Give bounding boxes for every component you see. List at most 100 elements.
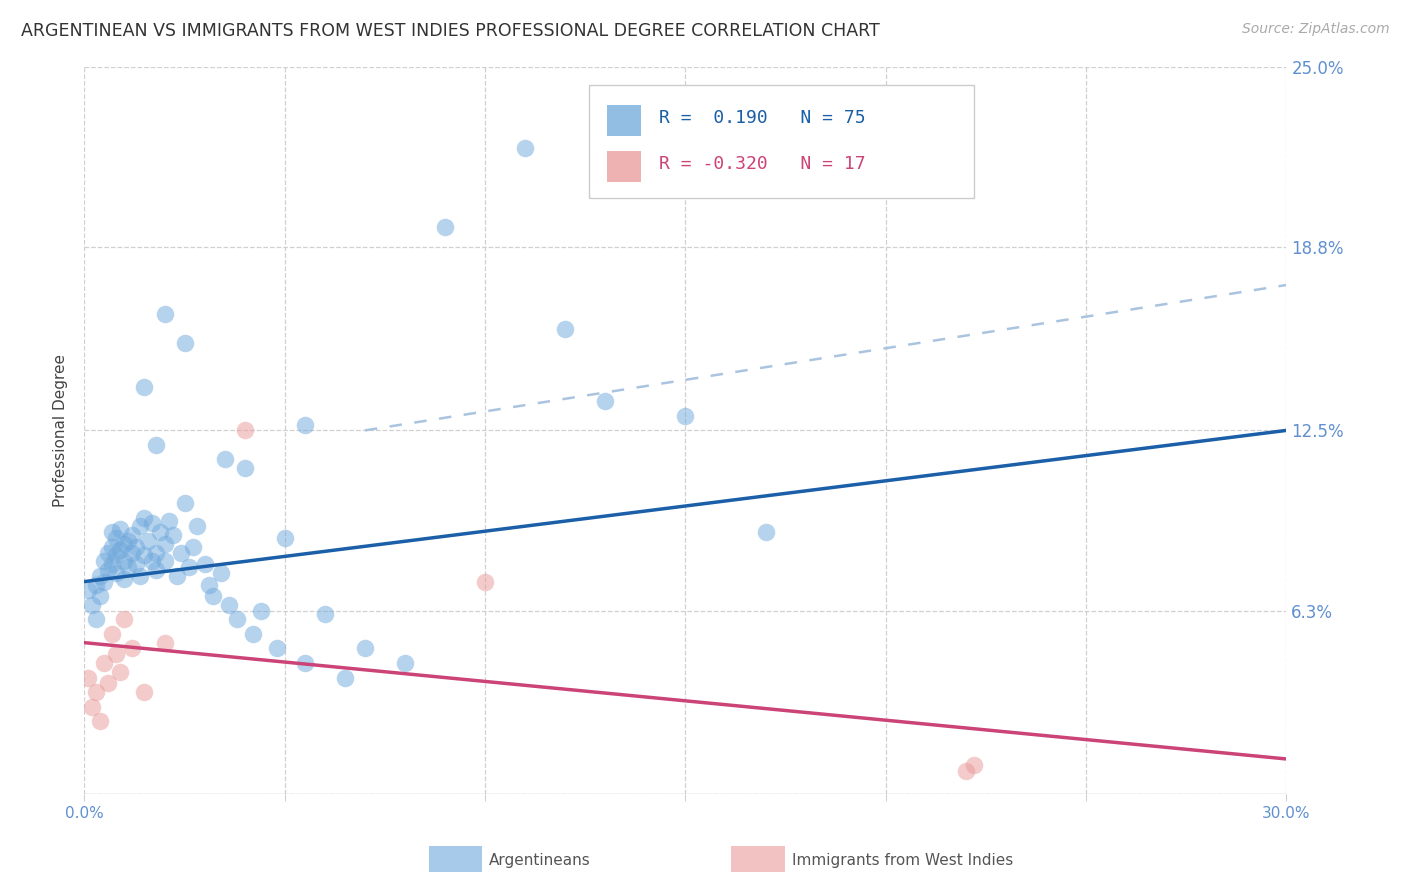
- Point: [294, 417, 316, 432]
- Point: [201, 589, 224, 603]
- Point: [169, 545, 191, 559]
- Point: [101, 557, 124, 571]
- Text: Immigrants from West Indies: Immigrants from West Indies: [792, 854, 1012, 868]
- Point: [129, 519, 152, 533]
- Point: [173, 336, 195, 351]
- Point: [86, 685, 108, 699]
- Point: [82, 598, 104, 612]
- Point: [162, 528, 184, 542]
- Point: [955, 764, 977, 778]
- Point: [121, 528, 143, 542]
- Point: [153, 307, 176, 321]
- Point: [110, 665, 132, 679]
- Text: Argentineans: Argentineans: [489, 854, 591, 868]
- Point: [434, 219, 457, 234]
- Point: [138, 533, 160, 548]
- Point: [153, 635, 176, 649]
- Point: [117, 533, 139, 548]
- Point: [105, 648, 128, 662]
- Point: [117, 560, 139, 574]
- Point: [125, 557, 148, 571]
- Point: [77, 671, 100, 685]
- Point: [134, 380, 156, 394]
- Point: [134, 685, 156, 699]
- Point: [82, 699, 104, 714]
- Point: [110, 542, 132, 557]
- Text: R =  0.190   N = 75: R = 0.190 N = 75: [659, 109, 866, 127]
- Text: ARGENTINEAN VS IMMIGRANTS FROM WEST INDIES PROFESSIONAL DEGREE CORRELATION CHART: ARGENTINEAN VS IMMIGRANTS FROM WEST INDI…: [21, 22, 880, 40]
- Point: [114, 537, 135, 551]
- Point: [197, 577, 219, 591]
- Point: [173, 496, 195, 510]
- Point: [595, 394, 617, 409]
- Point: [121, 641, 143, 656]
- Point: [675, 409, 697, 423]
- Point: [515, 141, 537, 155]
- Point: [149, 525, 172, 540]
- Point: [214, 452, 236, 467]
- Y-axis label: Professional Degree: Professional Degree: [53, 354, 69, 507]
- Point: [145, 563, 167, 577]
- Point: [186, 519, 208, 533]
- Point: [97, 676, 120, 690]
- Point: [394, 656, 416, 670]
- Point: [97, 563, 120, 577]
- Point: [194, 557, 217, 571]
- Point: [105, 531, 128, 545]
- Point: [157, 514, 180, 528]
- Point: [166, 569, 188, 583]
- Point: [314, 607, 336, 621]
- Point: [125, 540, 148, 554]
- Point: [114, 554, 135, 568]
- Point: [134, 510, 156, 524]
- Point: [129, 569, 152, 583]
- Point: [274, 531, 297, 545]
- Point: [93, 554, 115, 568]
- Point: [145, 438, 167, 452]
- Point: [105, 566, 128, 580]
- Point: [153, 554, 176, 568]
- Point: [354, 641, 377, 656]
- Bar: [607, 152, 641, 182]
- FancyBboxPatch shape: [589, 85, 974, 198]
- Point: [134, 549, 156, 563]
- Point: [554, 321, 576, 335]
- Point: [218, 598, 240, 612]
- Point: [141, 516, 163, 531]
- Point: [266, 641, 288, 656]
- Point: [101, 540, 124, 554]
- Point: [93, 656, 115, 670]
- Point: [114, 612, 135, 626]
- Point: [89, 569, 111, 583]
- Point: [242, 627, 264, 641]
- Text: Source: ZipAtlas.com: Source: ZipAtlas.com: [1241, 22, 1389, 37]
- Point: [233, 461, 256, 475]
- Point: [233, 424, 256, 438]
- Point: [89, 589, 111, 603]
- Point: [77, 583, 100, 598]
- Text: R = -0.320   N = 17: R = -0.320 N = 17: [659, 154, 866, 172]
- Point: [153, 537, 176, 551]
- Point: [294, 656, 316, 670]
- Point: [86, 612, 108, 626]
- Point: [145, 545, 167, 559]
- Point: [181, 540, 204, 554]
- Point: [963, 757, 986, 772]
- Point: [101, 525, 124, 540]
- Bar: [607, 105, 641, 136]
- Point: [101, 627, 124, 641]
- Point: [249, 604, 271, 618]
- Point: [89, 714, 111, 728]
- Point: [755, 525, 778, 540]
- Point: [474, 574, 496, 589]
- Point: [225, 612, 247, 626]
- Point: [97, 545, 120, 559]
- Point: [86, 577, 108, 591]
- Point: [121, 545, 143, 559]
- Point: [141, 554, 163, 568]
- Point: [105, 549, 128, 563]
- Point: [110, 522, 132, 536]
- Point: [177, 560, 200, 574]
- Point: [333, 671, 356, 685]
- Point: [114, 572, 135, 586]
